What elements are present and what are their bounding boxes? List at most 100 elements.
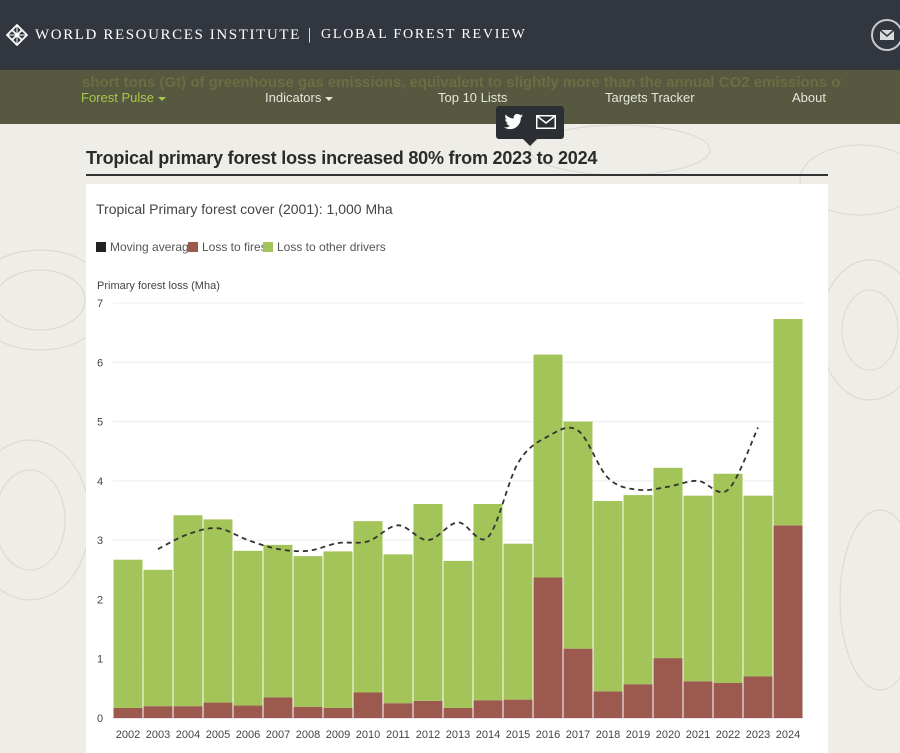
y-tick-label: 0 — [97, 713, 103, 725]
title-divider — [86, 174, 828, 176]
x-tick-label: 2014 — [476, 729, 500, 741]
bar-loss-to-other-drivers — [173, 515, 203, 707]
x-tick-label: 2024 — [776, 729, 800, 741]
legend-moving-average[interactable]: Moving average — [96, 240, 195, 254]
nav-item-forest-pulse[interactable]: Forest Pulse — [81, 90, 166, 105]
bar-loss-to-other-drivers — [473, 503, 503, 701]
nav-item-about[interactable]: About — [792, 90, 826, 105]
bar-loss-to-other-drivers — [773, 319, 803, 526]
y-axis-label: Primary forest loss (Mha) — [97, 280, 220, 292]
email-icon[interactable] — [536, 115, 556, 129]
x-tick-label: 2020 — [656, 729, 680, 741]
chart-subtitle: Tropical Primary forest cover (2001): 1,… — [96, 201, 393, 217]
bar-loss-to-other-drivers — [203, 519, 233, 703]
site-name[interactable]: GLOBAL FOREST REVIEW — [321, 27, 527, 42]
bar-loss-to-fires — [323, 707, 353, 718]
bar-loss-to-other-drivers — [713, 473, 743, 684]
chevron-down-icon — [157, 96, 166, 101]
legend-swatch — [96, 242, 106, 252]
bar-loss-to-fires — [353, 692, 383, 718]
bar-loss-to-other-drivers — [743, 495, 773, 677]
y-tick-label: 1 — [97, 654, 103, 666]
bar-loss-to-other-drivers — [233, 550, 263, 706]
bar-loss-to-other-drivers — [443, 560, 473, 708]
bar-loss-to-other-drivers — [683, 495, 713, 682]
bar-loss-to-fires — [233, 705, 263, 718]
bar-loss-to-fires — [503, 699, 533, 718]
legend-swatch — [188, 242, 198, 252]
y-tick-label: 4 — [97, 476, 103, 488]
wri-logo-icon[interactable] — [6, 24, 28, 46]
bar-loss-to-other-drivers — [563, 421, 593, 649]
bar-loss-to-fires — [533, 577, 563, 718]
share-popover — [496, 106, 564, 139]
legend-swatch — [263, 242, 273, 252]
x-tick-label: 2017 — [566, 729, 590, 741]
x-tick-label: 2018 — [596, 729, 620, 741]
x-tick-label: 2011 — [386, 729, 410, 741]
bar-loss-to-other-drivers — [113, 559, 143, 708]
title-separator: | — [308, 26, 312, 43]
bar-loss-to-fires — [773, 525, 803, 718]
bar-loss-to-fires — [593, 691, 623, 718]
bar-loss-to-other-drivers — [143, 569, 173, 707]
x-tick-label: 2012 — [416, 729, 440, 741]
x-tick-label: 2022 — [716, 729, 740, 741]
x-tick-label: 2002 — [116, 729, 140, 741]
x-tick-label: 2007 — [266, 729, 290, 741]
bar-loss-to-fires — [113, 707, 143, 718]
y-tick-label: 5 — [97, 417, 103, 429]
bar-loss-to-other-drivers — [413, 503, 443, 701]
legend-loss-to-other-drivers[interactable]: Loss to other drivers — [263, 240, 386, 254]
x-tick-label: 2019 — [626, 729, 650, 741]
scrolled-article-text: short tons (Gt) of greenhouse gas emissi… — [82, 74, 842, 91]
bar-loss-to-other-drivers — [383, 554, 413, 704]
legend-label: Moving average — [110, 240, 196, 254]
bar-loss-to-fires — [173, 706, 203, 718]
x-tick-label: 2004 — [176, 729, 200, 741]
nav-label: Indicators — [265, 90, 322, 105]
bar-loss-to-other-drivers — [353, 521, 383, 693]
bar-loss-to-other-drivers — [503, 543, 533, 700]
x-tick-label: 2010 — [356, 729, 380, 741]
bar-loss-to-fires — [143, 706, 173, 718]
bar-loss-to-fires — [653, 658, 683, 718]
bar-loss-to-fires — [413, 700, 443, 718]
twitter-icon[interactable] — [504, 113, 524, 131]
x-tick-label: 2015 — [506, 729, 530, 741]
bar-loss-to-fires — [443, 707, 473, 718]
legend-label: Loss to fires — [202, 240, 267, 254]
legend-label: Loss to other drivers — [277, 240, 386, 254]
bar-loss-to-other-drivers — [533, 354, 563, 578]
chevron-down-icon — [325, 96, 334, 101]
x-tick-label: 2013 — [446, 729, 470, 741]
page-title: Tropical primary forest loss increased 8… — [86, 148, 598, 168]
legend-loss-to-fires[interactable]: Loss to fires — [188, 240, 267, 254]
x-tick-label: 2016 — [536, 729, 560, 741]
nav-label: Forest Pulse — [81, 90, 154, 105]
bar-loss-to-other-drivers — [263, 544, 293, 698]
bar-loss-to-fires — [683, 681, 713, 718]
bar-loss-to-other-drivers — [593, 501, 623, 692]
x-tick-label: 2021 — [686, 729, 710, 741]
bar-loss-to-fires — [713, 683, 743, 718]
share-popover-arrow — [522, 138, 538, 146]
x-tick-label: 2003 — [146, 729, 170, 741]
nav-item-indicators[interactable]: Indicators — [265, 90, 334, 105]
bar-loss-to-fires — [473, 700, 503, 718]
y-tick-label: 7 — [97, 298, 103, 310]
nav-item-targets-tracker[interactable]: Targets Tracker — [605, 90, 695, 105]
bar-loss-to-fires — [293, 706, 323, 718]
bar-loss-to-fires — [743, 676, 773, 718]
main-nav: short tons (Gt) of greenhouse gas emissi… — [0, 70, 900, 124]
nav-item-top-10-lists[interactable]: Top 10 Lists — [438, 90, 508, 105]
x-tick-label: 2005 — [206, 729, 230, 741]
envelope-icon[interactable] — [871, 19, 900, 51]
y-tick-label: 6 — [97, 357, 103, 369]
bar-loss-to-fires — [623, 684, 653, 718]
y-tick-label: 3 — [97, 535, 103, 547]
bar-loss-to-fires — [563, 648, 593, 718]
org-name[interactable]: WORLD RESOURCES INSTITUTE — [35, 27, 301, 43]
bar-loss-to-other-drivers — [323, 551, 353, 708]
